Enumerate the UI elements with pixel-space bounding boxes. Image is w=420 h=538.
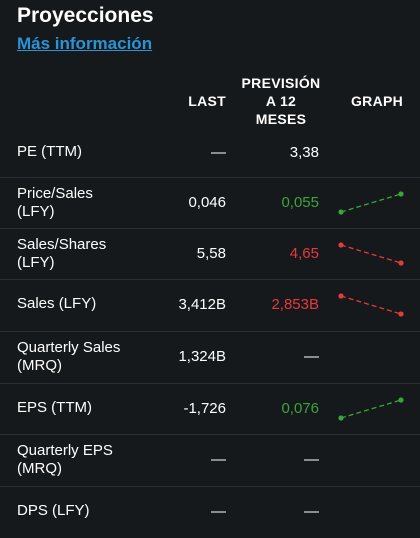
last-value: —	[211, 144, 226, 161]
row-label-line: Quarterly Sales	[17, 339, 121, 356]
last-value: 5,58	[196, 245, 226, 262]
forecast-value: 3,38	[289, 144, 319, 161]
forecast-value: 0,055	[281, 194, 319, 211]
trend-point	[398, 397, 404, 403]
row-label: PE (TTM)	[17, 143, 167, 161]
row-label-line: (LFY)	[17, 254, 55, 271]
row-label-line: Quarterly EPS	[17, 442, 113, 459]
row-label: Sales (LFY)	[17, 295, 167, 313]
row-label: Price/Sales (LFY)	[17, 185, 167, 221]
forecast-value: 0,076	[281, 400, 319, 417]
column-header-graph: GRAPH	[350, 93, 404, 109]
row-label-line: Price/Sales	[17, 185, 93, 202]
row-label-line: (MRQ)	[17, 357, 62, 374]
forecast-value: 2,853B	[271, 296, 319, 313]
more-info-link[interactable]: Más información	[17, 34, 153, 53]
trend-point	[338, 293, 344, 299]
trend-down-graph	[338, 242, 404, 266]
last-value: 3,412B	[178, 296, 226, 313]
table-row: PE (TTM) — 3,38	[0, 128, 420, 179]
row-label-line: (MRQ)	[17, 460, 62, 477]
forecast-value: 4,65	[289, 245, 319, 262]
table-header: LAST PREVISIÓN A 12 MESES GRAPH	[0, 72, 420, 128]
table-row: Sales/Shares (LFY) 5,58 4,65	[0, 228, 420, 280]
column-header-forecast-line: PREVISIÓN	[241, 75, 321, 91]
column-header-forecast-line: MESES	[255, 111, 307, 127]
trend-down-graph	[338, 293, 404, 317]
row-label: DPS (LFY)	[17, 502, 167, 520]
row-label-line: Sales/Shares	[17, 236, 107, 253]
trend-line	[340, 244, 402, 264]
table-row: EPS (TTM) -1,726 0,076	[0, 383, 420, 435]
trend-up-graph	[338, 397, 404, 421]
last-value: —	[211, 451, 226, 468]
column-header-forecast: PREVISIÓN A 12 MESES	[236, 74, 326, 128]
column-header-last: LAST	[188, 93, 226, 109]
column-header-forecast-line: A 12	[265, 93, 297, 109]
last-value: —	[211, 503, 226, 520]
row-label: Sales/Shares (LFY)	[17, 236, 167, 272]
table-row: Quarterly EPS (MRQ) — —	[0, 434, 420, 486]
trend-line	[340, 399, 402, 419]
last-value: -1,726	[183, 400, 226, 417]
trend-line	[340, 193, 402, 213]
last-value: 1,324B	[178, 348, 226, 365]
row-label-line: EPS (TTM)	[17, 399, 92, 416]
last-value: 0,046	[188, 194, 226, 211]
trend-line	[340, 295, 402, 315]
trend-point	[398, 260, 404, 266]
row-label-line: Sales (LFY)	[17, 295, 97, 312]
trend-up-graph	[338, 191, 404, 215]
row-label: Quarterly EPS (MRQ)	[17, 442, 167, 478]
row-label-line: DPS (LFY)	[17, 502, 90, 519]
forecast-value: —	[304, 451, 319, 468]
forecast-value: —	[304, 503, 319, 520]
table-row: DPS (LFY) — —	[0, 486, 420, 538]
trend-point	[338, 242, 344, 248]
table-row: Price/Sales (LFY) 0,046 0,055	[0, 177, 420, 229]
table-row: Quarterly Sales (MRQ) 1,324B —	[0, 331, 420, 383]
page-title: Proyecciones	[17, 4, 154, 27]
row-label: Quarterly Sales (MRQ)	[17, 339, 167, 375]
table-row: Sales (LFY) 3,412B 2,853B	[0, 279, 420, 331]
trend-point	[398, 311, 404, 317]
trend-point	[338, 209, 344, 215]
row-label-line: (LFY)	[17, 203, 55, 220]
forecast-value: —	[304, 348, 319, 365]
row-label: EPS (TTM)	[17, 399, 167, 417]
row-label-line: PE (TTM)	[17, 143, 82, 160]
trend-point	[398, 191, 404, 197]
trend-point	[338, 415, 344, 421]
